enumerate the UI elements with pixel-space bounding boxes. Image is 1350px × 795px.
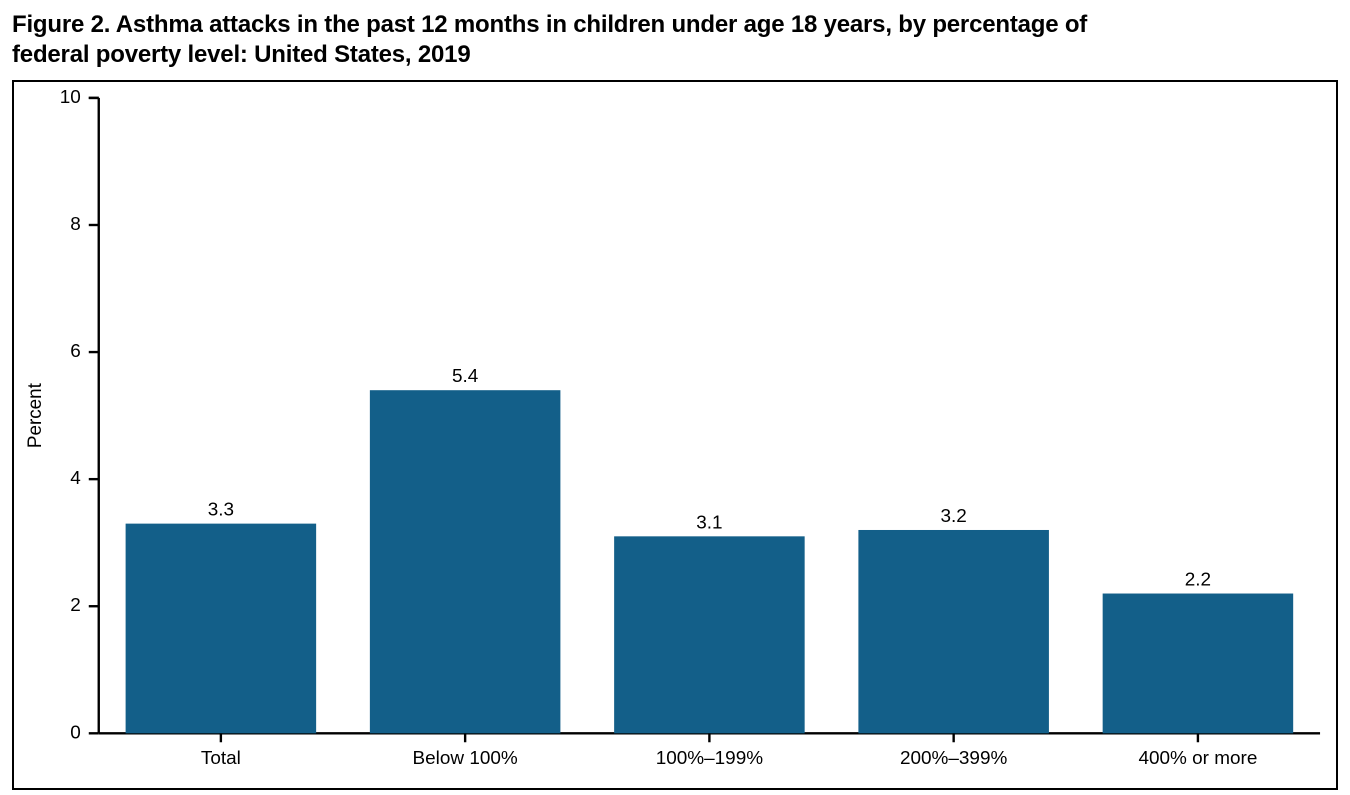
bar-value-label: 3.3 (208, 500, 234, 521)
bar-value-label: 3.1 (696, 512, 722, 533)
y-axis-label: Percent (25, 382, 46, 448)
bar-value-label: 3.2 (940, 506, 966, 527)
x-tick-label: Below 100% (413, 748, 518, 769)
y-tick-label: 2 (70, 595, 81, 616)
y-tick-label: 0 (70, 722, 81, 743)
x-tick-label: 200%–399% (900, 748, 1008, 769)
y-tick-label: 4 (70, 468, 81, 489)
bar (614, 536, 805, 733)
y-tick-label: 6 (70, 341, 81, 362)
bar (126, 524, 317, 734)
bar (858, 530, 1049, 733)
bar-value-label: 5.4 (452, 366, 478, 387)
x-tick-label: 400% or more (1138, 748, 1257, 769)
bar-chart: 0 2 4 6 8 10 Percent 3.3 Total 5.4 Below 100% 3.1 10… (14, 82, 1336, 788)
figure-title: Figure 2. Asthma attacks in the past 12 … (12, 10, 1338, 70)
chart-container: 0 2 4 6 8 10 Percent 3.3 Total 5.4 Below 100% 3.1 10… (12, 80, 1338, 790)
y-tick-label: 10 (60, 87, 81, 108)
x-tick-label: 100%–199% (656, 748, 764, 769)
x-tick-label: Total (201, 748, 241, 769)
bar (1103, 594, 1294, 734)
figure-title-line1: Figure 2. Asthma attacks in the past 12 … (12, 11, 1087, 38)
bar (370, 390, 561, 733)
figure-title-line2: federal poverty level: United States, 20… (12, 41, 470, 68)
y-tick-label: 8 (70, 214, 81, 235)
bar-value-label: 2.2 (1185, 570, 1211, 591)
